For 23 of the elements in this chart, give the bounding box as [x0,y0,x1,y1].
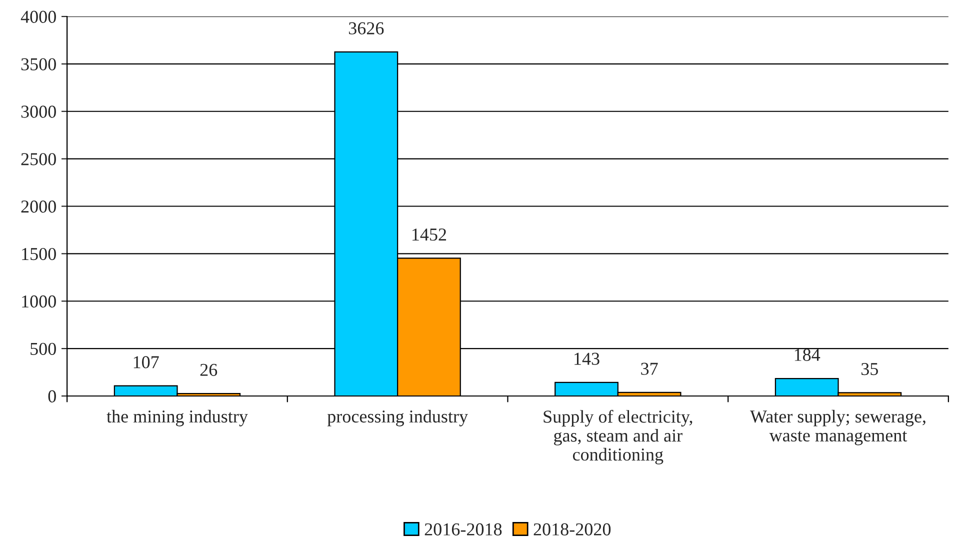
y-tick-label: 3500 [21,58,56,70]
data-label: 37 [641,362,658,375]
y-tick-label: 1500 [22,248,56,260]
data-label: 143 [574,352,600,365]
data-label: 35 [861,362,878,376]
legend-label: 2016-2018 [424,523,502,536]
y-tick-label: 0 [48,390,56,402]
data-label: 1452 [412,228,446,241]
x-tick-label: Supply of electricity, gas, steam and air conditioning [544,410,692,464]
y-tick-label: 2000 [21,200,56,213]
y-tick-label: 3000 [21,106,56,118]
data-label: 184 [794,348,820,361]
x-tick-label: processing industry [327,410,468,426]
legend-label: 2018-2020 [534,523,611,536]
x-tick-label: the mining industry [106,410,248,426]
x-tick-label: Water supply; sewerage, waste management [750,410,926,446]
y-tick-label: 2500 [21,153,56,166]
y-tick-label: 1000 [22,295,56,308]
data-label: 3626 [348,22,384,34]
data-label: 26 [200,364,218,376]
data-label: 107 [134,356,159,368]
y-tick-label: 4000 [20,10,56,23]
y-tick-label: 500 [30,342,56,356]
